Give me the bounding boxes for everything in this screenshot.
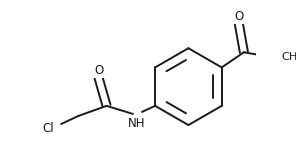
Text: NH: NH (128, 116, 146, 130)
Text: O: O (94, 64, 103, 77)
Text: O: O (234, 10, 244, 23)
Text: CH₃: CH₃ (281, 52, 296, 62)
Text: Cl: Cl (42, 122, 54, 135)
